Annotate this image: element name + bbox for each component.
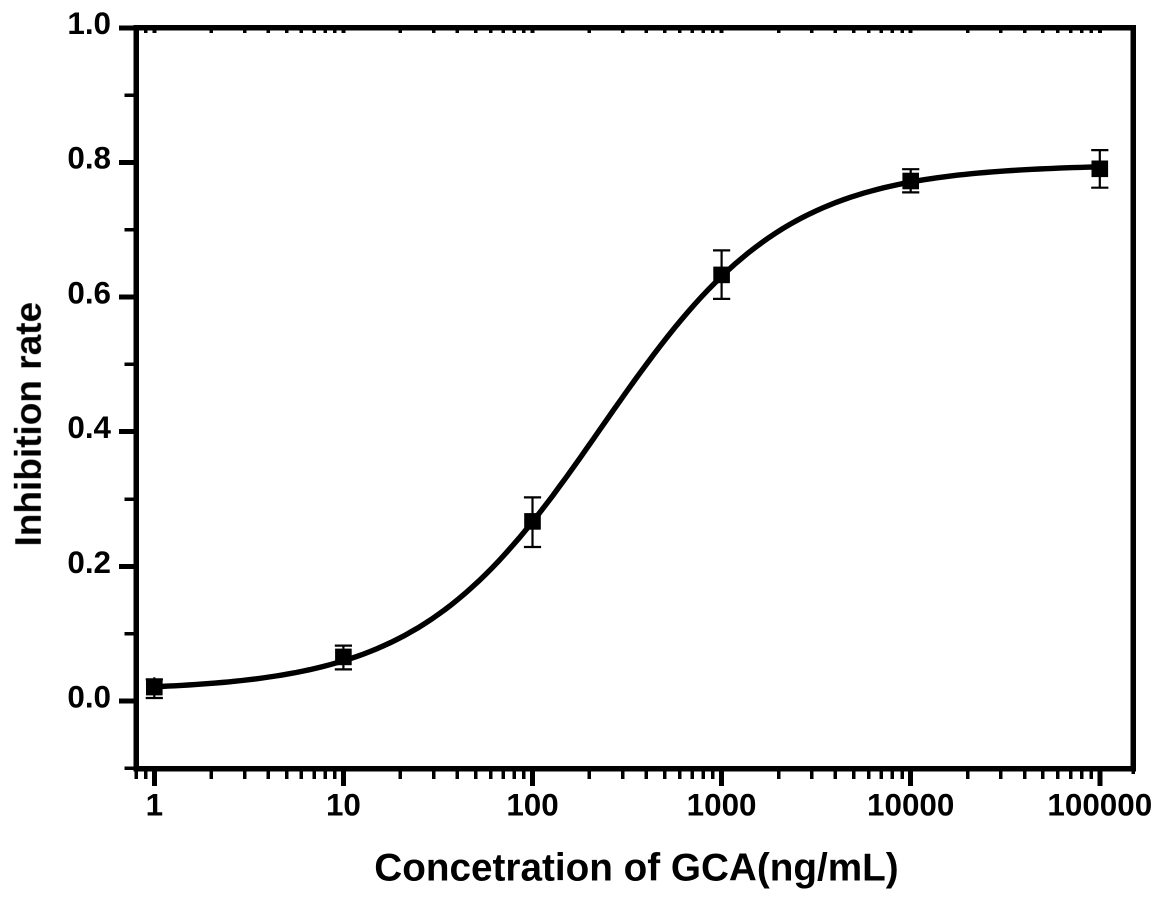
- svg-text:10: 10: [326, 788, 361, 823]
- svg-text:0.4: 0.4: [67, 410, 111, 445]
- svg-text:100: 100: [506, 788, 558, 823]
- svg-text:1: 1: [146, 788, 163, 823]
- svg-text:0.2: 0.2: [67, 545, 111, 580]
- svg-text:1000: 1000: [687, 788, 757, 823]
- svg-text:Concetration of GCA(ng/mL): Concetration of GCA(ng/mL): [374, 847, 898, 890]
- svg-text:Inhibition rate: Inhibition rate: [8, 302, 49, 547]
- svg-text:10000: 10000: [867, 788, 954, 823]
- svg-text:0.0: 0.0: [67, 680, 111, 715]
- svg-text:1.0: 1.0: [67, 6, 111, 41]
- svg-text:100000: 100000: [1047, 788, 1152, 823]
- svg-text:0.8: 0.8: [67, 141, 111, 176]
- svg-text:0.6: 0.6: [67, 275, 111, 310]
